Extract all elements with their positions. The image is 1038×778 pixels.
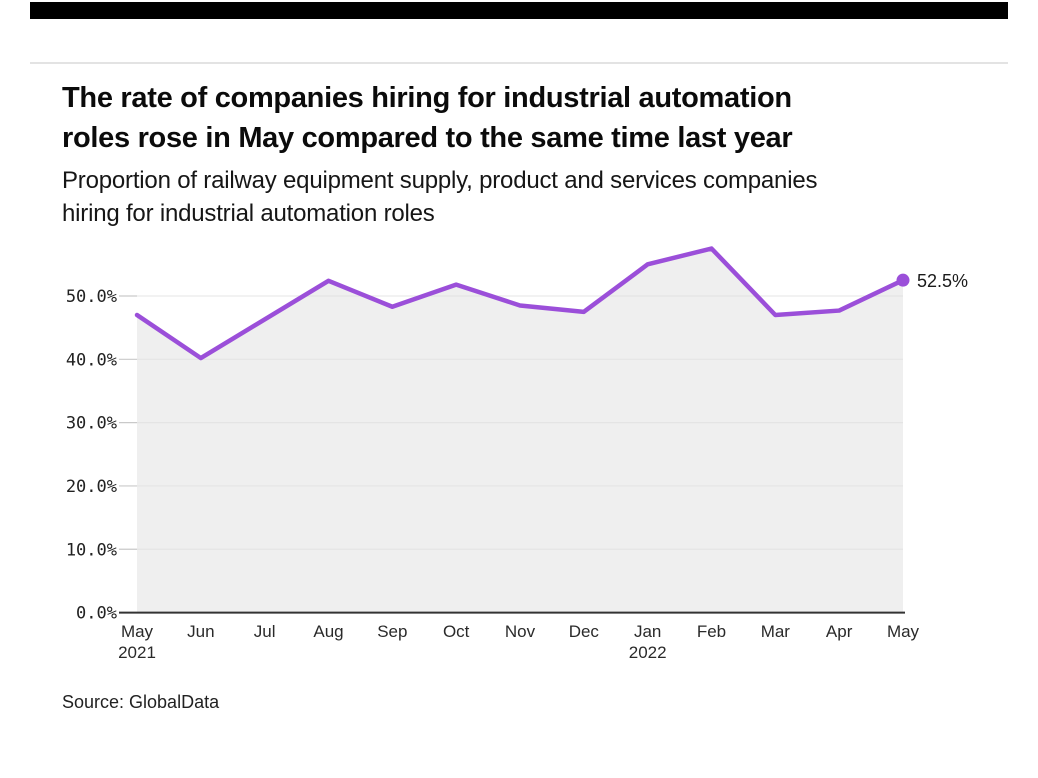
x-tick-label: Nov [505, 622, 536, 641]
x-tick-label: Feb [697, 622, 726, 641]
x-tick-label: Oct [443, 622, 470, 641]
x-tick-label: May [121, 622, 154, 641]
y-tick-label: 30.0% [66, 414, 117, 434]
x-tick-label: Dec [569, 622, 600, 641]
x-tick-label: May [887, 622, 920, 641]
end-point-dot [896, 273, 910, 287]
area-fill [137, 248, 903, 613]
x-tick-year-label: 2022 [629, 643, 667, 662]
y-tick-label: 0.0% [76, 604, 117, 624]
x-tick-label: Jul [254, 622, 276, 641]
subtitle-line-2: hiring for industrial automation roles [62, 200, 435, 227]
x-tick-label: Sep [377, 622, 407, 641]
brand-top-bar [30, 2, 1008, 19]
trend-line [134, 246, 906, 361]
header-divider [30, 62, 1008, 64]
x-tick-label: Aug [313, 622, 343, 641]
y-tick-label: 50.0% [66, 287, 117, 307]
y-tick-label: 10.0% [66, 540, 117, 560]
source-credit: Source: GlobalData [62, 692, 220, 712]
x-tick-label: Mar [761, 622, 791, 641]
x-tick-year-label: 2021 [118, 643, 156, 662]
x-tick-label: Jan [634, 622, 661, 641]
title-line-2: roles rose in May compared to the same t… [62, 122, 793, 154]
page-title: The rate of companies hiring for industr… [62, 78, 992, 158]
subtitle-line-1: Proportion of railway equipment supply, … [62, 167, 818, 194]
y-tick-label: 20.0% [66, 477, 117, 497]
chart-subtitle: Proportion of railway equipment supply, … [62, 164, 1002, 230]
end-value-label: 52.5% [917, 271, 968, 291]
x-tick-label: Jun [187, 622, 214, 641]
x-tick-label: Apr [826, 622, 853, 641]
title-line-1: The rate of companies hiring for industr… [62, 82, 792, 114]
y-tick-label: 40.0% [66, 350, 117, 370]
